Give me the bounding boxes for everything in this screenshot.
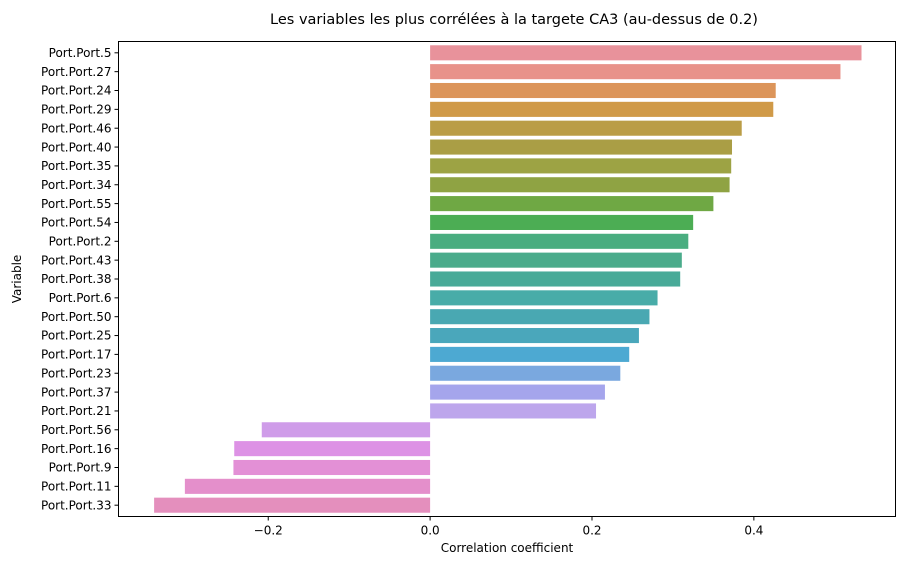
y-tick-label: Port.Port.43 (41, 253, 111, 267)
y-tick-label: Port.Port.50 (41, 310, 111, 324)
bar-port-port-27 (430, 64, 841, 80)
bar-port-port-38 (430, 271, 681, 287)
bar-port-port-11 (184, 478, 431, 494)
y-tick-label: Port.Port.2 (49, 235, 112, 249)
y-tick-label: Port.Port.38 (41, 272, 111, 286)
x-axis-label: Correlation coefficient (441, 541, 574, 555)
y-tick-label: Port.Port.21 (41, 404, 111, 418)
y-tick-label: Port.Port.5 (49, 46, 112, 60)
bar-port-port-43 (430, 252, 682, 268)
bar-port-port-9 (233, 459, 431, 476)
bar-port-port-17 (430, 346, 630, 362)
bar-port-port-56 (261, 422, 431, 438)
y-tick-label: Port.Port.24 (41, 84, 111, 98)
y-tick-label: Port.Port.55 (41, 197, 111, 211)
y-tick-label: Port.Port.11 (41, 480, 111, 494)
x-ticks: −0.2 0.0 0.2 0.4 (254, 516, 763, 538)
y-tick-label: Port.Port.17 (41, 348, 111, 362)
y-tick-label: Port.Port.40 (41, 140, 111, 154)
x-tick-label: 0.2 (582, 524, 601, 538)
y-tick-label: Port.Port.37 (41, 385, 111, 399)
bar-port-port-55 (430, 196, 714, 212)
bar-port-port-34 (430, 177, 730, 193)
bar-port-port-25 (430, 328, 639, 344)
y-tick-labels: Port.Port.5 Port.Port.27 Port.Port.24 Port.… (41, 46, 119, 512)
bar-port-port-50 (430, 309, 650, 325)
bars-group (154, 45, 862, 513)
y-tick-label: Port.Port.46 (41, 121, 111, 135)
y-tick-label: Port.Port.25 (41, 329, 111, 343)
x-tick-label: 0.0 (421, 524, 440, 538)
y-tick-label: Port.Port.33 (41, 498, 111, 512)
bar-port-port-6 (430, 290, 658, 306)
bar-port-port-5 (430, 45, 862, 61)
bar-port-port-2 (430, 233, 689, 249)
bar-port-port-35 (430, 158, 732, 174)
bar-port-port-54 (430, 214, 694, 230)
plot-frame (118, 41, 896, 517)
bar-port-port-29 (430, 101, 774, 117)
bar-port-port-23 (430, 365, 621, 381)
x-tick-label: 0.4 (744, 524, 763, 538)
bar-port-port-40 (430, 139, 733, 155)
y-tick-label: Port.Port.9 (49, 461, 112, 475)
y-tick-label: Port.Port.35 (41, 159, 111, 173)
y-axis-label: Variable (10, 255, 24, 304)
y-tick-label: Port.Port.56 (41, 423, 111, 437)
y-tick-label: Port.Port.16 (41, 442, 111, 456)
bar-port-port-16 (234, 441, 431, 457)
bar-port-port-37 (430, 384, 605, 400)
y-tick-label: Port.Port.27 (41, 65, 111, 79)
bar-port-port-46 (430, 120, 742, 136)
y-tick-label: Port.Port.29 (41, 103, 111, 117)
bar-port-port-33 (154, 497, 431, 513)
y-tick-label: Port.Port.6 (49, 291, 112, 305)
chart-title: Les variables les plus corrélées à la ta… (270, 12, 758, 28)
y-tick-label: Port.Port.54 (41, 216, 111, 230)
y-tick-label: Port.Port.34 (41, 178, 111, 192)
y-tick-label: Port.Port.23 (41, 366, 111, 380)
bar-port-port-24 (430, 82, 776, 99)
x-tick-label: −0.2 (254, 524, 283, 538)
bar-port-port-21 (430, 403, 597, 419)
